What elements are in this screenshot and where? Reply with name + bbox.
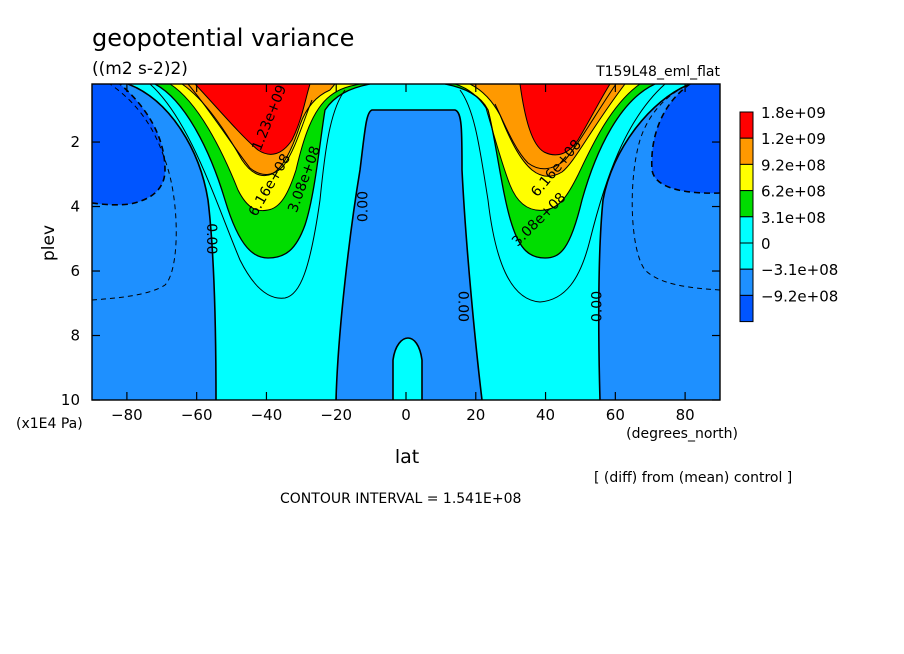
colorbar-label: 9.2e+08 [761, 156, 826, 174]
fill-red-south [195, 84, 310, 155]
y-tick-label: 8 [70, 327, 80, 345]
y-axis-units: (x1E4 Pa) [16, 416, 83, 432]
colorbar-label: 0 [761, 235, 771, 253]
y-tick-label: 2 [70, 133, 80, 151]
fill-strong-negative-north [651, 84, 720, 194]
x-tick-label: −80 [111, 406, 143, 424]
y-tick-label: 4 [70, 198, 80, 216]
x-axis-units: (degrees_north) [626, 426, 738, 442]
colorbar-label: 1.8e+09 [761, 104, 826, 122]
colorbar-swatch [739, 268, 754, 296]
colorbar-label: 6.2e+08 [761, 183, 826, 201]
contour-interval: CONTOUR INTERVAL = 1.541E+08 [280, 491, 521, 507]
fill-red-north [520, 84, 610, 155]
contour-lines [92, 84, 720, 400]
fill-negative-center [336, 110, 482, 400]
x-tick-label: −40 [251, 406, 283, 424]
contour-value-label: 0.00 [356, 191, 372, 222]
x-tick-label: 80 [676, 406, 695, 424]
x-tick-label: 0 [401, 406, 411, 424]
x-tick-label: 40 [536, 406, 555, 424]
colorbar-swatch [739, 111, 754, 139]
contour-value-label: 0.00 [589, 291, 605, 322]
colorbar-label: 3.1e+08 [761, 209, 826, 227]
contour-value-label: 0.00 [203, 223, 219, 254]
x-tick-label: −20 [320, 406, 352, 424]
diff-note: [ (diff) from (mean) control ] [594, 470, 792, 486]
colorbar-swatch [739, 163, 754, 192]
colorbar-label: 1.2e+09 [761, 130, 826, 148]
x-tick-label: 60 [606, 406, 625, 424]
chart-title: geopotential variance [92, 24, 354, 52]
colorbar-label: −9.2e+08 [761, 287, 838, 305]
colorbar: 1.8e+09 1.2e+09 9.2e+08 6.2e+08 3.1e+08 0 −3.1… [739, 104, 838, 323]
colorbar-swatch [739, 137, 754, 165]
x-tick-label: 20 [466, 406, 485, 424]
colorbar-swatch [739, 242, 754, 270]
colorbar-swatch [739, 190, 754, 218]
run-name: T159L48_eml_flat [595, 64, 720, 80]
y-tick-label: 10 [61, 391, 80, 409]
chart-units: ((m2 s-2)2) [92, 59, 188, 79]
x-tick-label: −60 [181, 406, 213, 424]
colorbar-swatch [739, 216, 754, 244]
colorbar-label: −3.1e+08 [761, 261, 838, 279]
plot-area: 1.23e+096.16e+083.08e+080.000.000.00 0.00… [92, 84, 720, 400]
fill-center-bump [393, 338, 422, 400]
y-tick-label: 6 [70, 262, 80, 280]
x-axis: −80 −60 −40 −20 0 20 40 60 80 [111, 84, 695, 424]
y-axis-label: plev [39, 225, 59, 261]
x-axis-label: lat [395, 446, 419, 468]
y-axis: 2 4 6 8 10 [61, 133, 720, 409]
colorbar-swatch [739, 294, 754, 323]
contour-value-label: 0.00 [454, 291, 470, 322]
